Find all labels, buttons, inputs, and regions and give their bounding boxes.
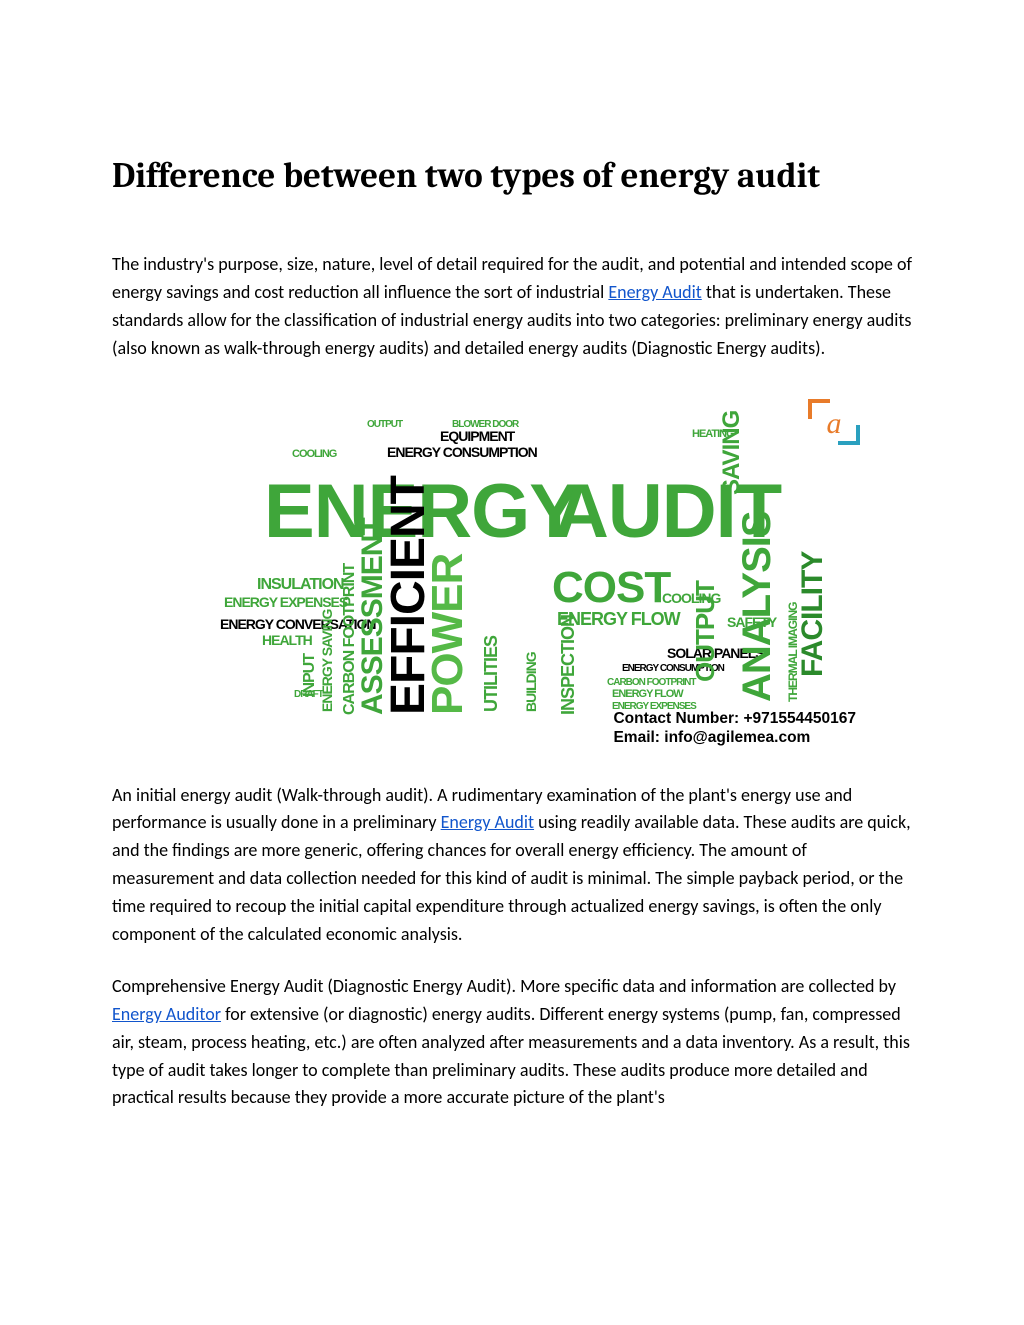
wordcloud-word: INSPECTION — [558, 615, 578, 715]
wordcloud-svg: ENERGY FLOWENERGY CONVERSATIONINSULATION… — [162, 397, 862, 742]
wordcloud-word: FACILITY — [796, 550, 829, 676]
text-span: Comprehensive Energy Audit (Diagnostic E… — [112, 975, 896, 997]
wordcloud-word: BLOWER DOOR — [452, 419, 520, 430]
wordcloud-word: BUILDING — [523, 651, 539, 712]
wordcloud-word: INSULATION — [257, 576, 344, 593]
wordcloud-word: POWER — [423, 553, 472, 714]
paragraph-walkthrough: An initial energy audit (Walk-through au… — [112, 782, 912, 949]
wordcloud-word: HEALTH — [262, 632, 313, 648]
wordcloud-word: SAVING — [718, 410, 745, 495]
wordcloud-word: COST — [552, 563, 671, 612]
paragraph-diagnostic: Comprehensive Energy Audit (Diagnostic E… — [112, 973, 912, 1112]
contact-email: Email: info@agilemea.com — [613, 728, 856, 747]
email-label: Email: — [613, 729, 664, 746]
wordcloud-word: UTILITIES — [481, 635, 501, 712]
svg-text:a: a — [827, 407, 842, 440]
phone-value: +971554450167 — [744, 710, 857, 727]
wordcloud-word: ANALYSIS — [735, 511, 779, 702]
wordcloud-word: ASSESSMENT — [356, 517, 389, 714]
wordcloud-word: OUTPUT — [367, 419, 403, 430]
email-value: info@agilemea.com — [664, 729, 810, 746]
wordcloud-figure: ENERGY FLOWENERGY CONVERSATIONINSULATION… — [162, 397, 862, 742]
contact-info: Contact Number: +971554450167 Email: inf… — [613, 709, 856, 748]
link-energy-auditor[interactable]: Energy Auditor — [112, 1003, 221, 1025]
wordcloud-word: ENERGY EXPENSES — [224, 594, 348, 610]
wordcloud-word: ENERGY FLOW — [612, 688, 684, 700]
contact-phone: Contact Number: +971554450167 — [613, 709, 856, 728]
phone-label: Contact Number: — [613, 710, 743, 727]
logo-corner: a — [806, 397, 862, 447]
link-energy-audit[interactable]: Energy Audit — [608, 281, 701, 303]
paragraph-intro: The industry's purpose, size, nature, le… — [112, 251, 912, 363]
wordcloud-word: COOLING — [292, 448, 337, 460]
wordcloud-word: OUTPUT — [690, 580, 720, 682]
wordcloud-word: CARBON FOOTPRINT — [607, 677, 696, 688]
text-span: for extensive (or diagnostic) energy aud… — [112, 1003, 910, 1109]
page-title: Difference between two types of energy a… — [112, 155, 912, 196]
wordcloud-word: ENERGY CONSUMPTION — [387, 444, 538, 460]
wordcloud-word: DRAFT — [294, 689, 324, 700]
wordcloud-word: EQUIPMENT — [440, 428, 516, 444]
link-energy-audit-2[interactable]: Energy Audit — [441, 811, 534, 833]
